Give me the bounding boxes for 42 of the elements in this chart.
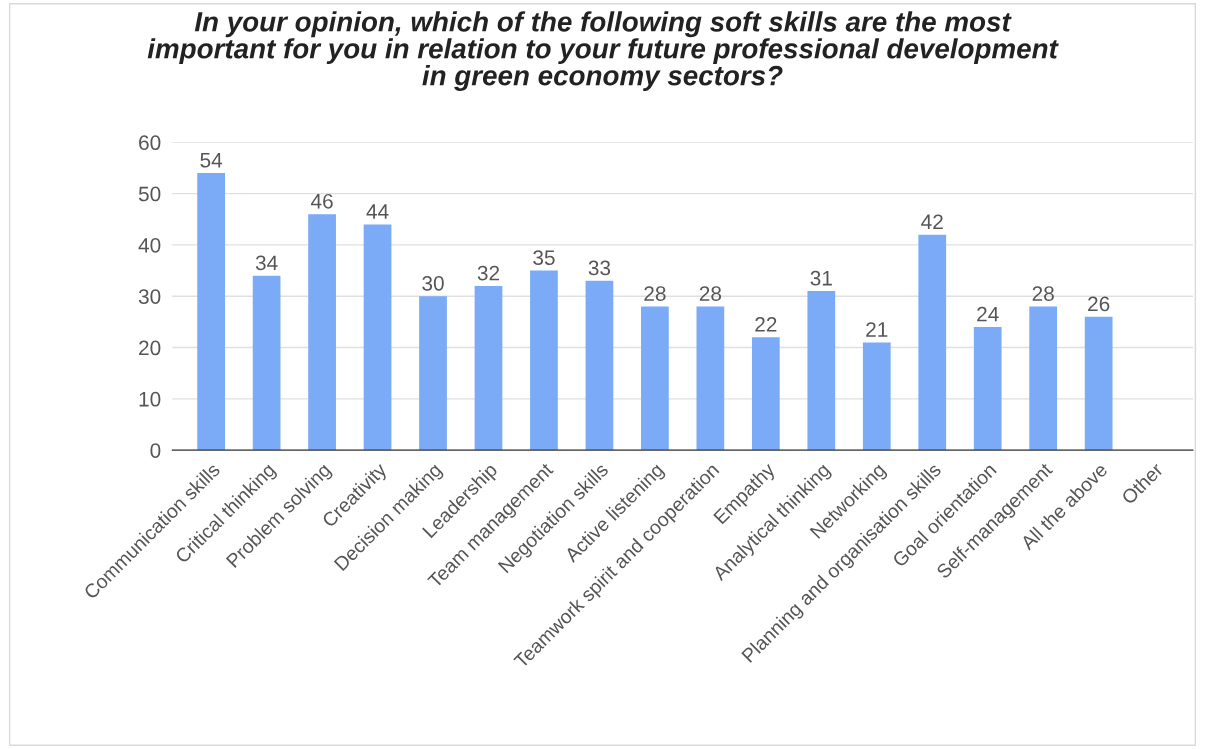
data-label: 24 [977,306,999,322]
data-label: 28 [644,286,666,301]
bar [862,342,891,451]
y-tick-label: 10 [139,391,161,407]
y-tick-label: 40 [138,237,161,253]
bar [918,234,947,451]
bar [973,327,1002,451]
y-tick-label: 60 [139,135,161,151]
bar [308,214,336,451]
y-tick-label: 50 [138,186,161,202]
y-tick-label: 0 [150,443,161,458]
data-label: 28 [699,286,722,301]
bar [1029,306,1058,451]
bar [363,224,392,451]
chart-title: In your opinion, which of the following soft skills are the most important for you in relation to your future professional development in green economy sectors? [147,11,1059,91]
data-label: 44 [366,204,389,219]
bar [474,285,503,451]
bar [1084,316,1113,451]
data-label: 32 [477,265,500,281]
data-label: 33 [588,260,611,276]
y-tick-label: 30 [138,289,161,304]
bar [696,306,725,451]
data-label: 22 [755,317,777,332]
data-label: 30 [422,275,444,291]
bar [197,173,226,451]
y-tick-label: 20 [139,340,161,356]
data-label: 34 [255,255,278,271]
data-label: 28 [1032,286,1054,301]
bar [252,275,281,451]
data-label: 54 [200,153,223,168]
data-label: 35 [533,250,555,266]
bar [751,337,780,451]
bar [807,291,836,451]
bar [419,296,447,451]
bar [530,270,558,451]
bar [641,306,669,451]
data-label: 42 [921,214,943,229]
data-label: 26 [1088,296,1110,312]
data-label: 46 [310,193,333,209]
bar [585,280,614,451]
data-label: 21 [866,322,888,337]
data-label: 31 [810,270,832,286]
